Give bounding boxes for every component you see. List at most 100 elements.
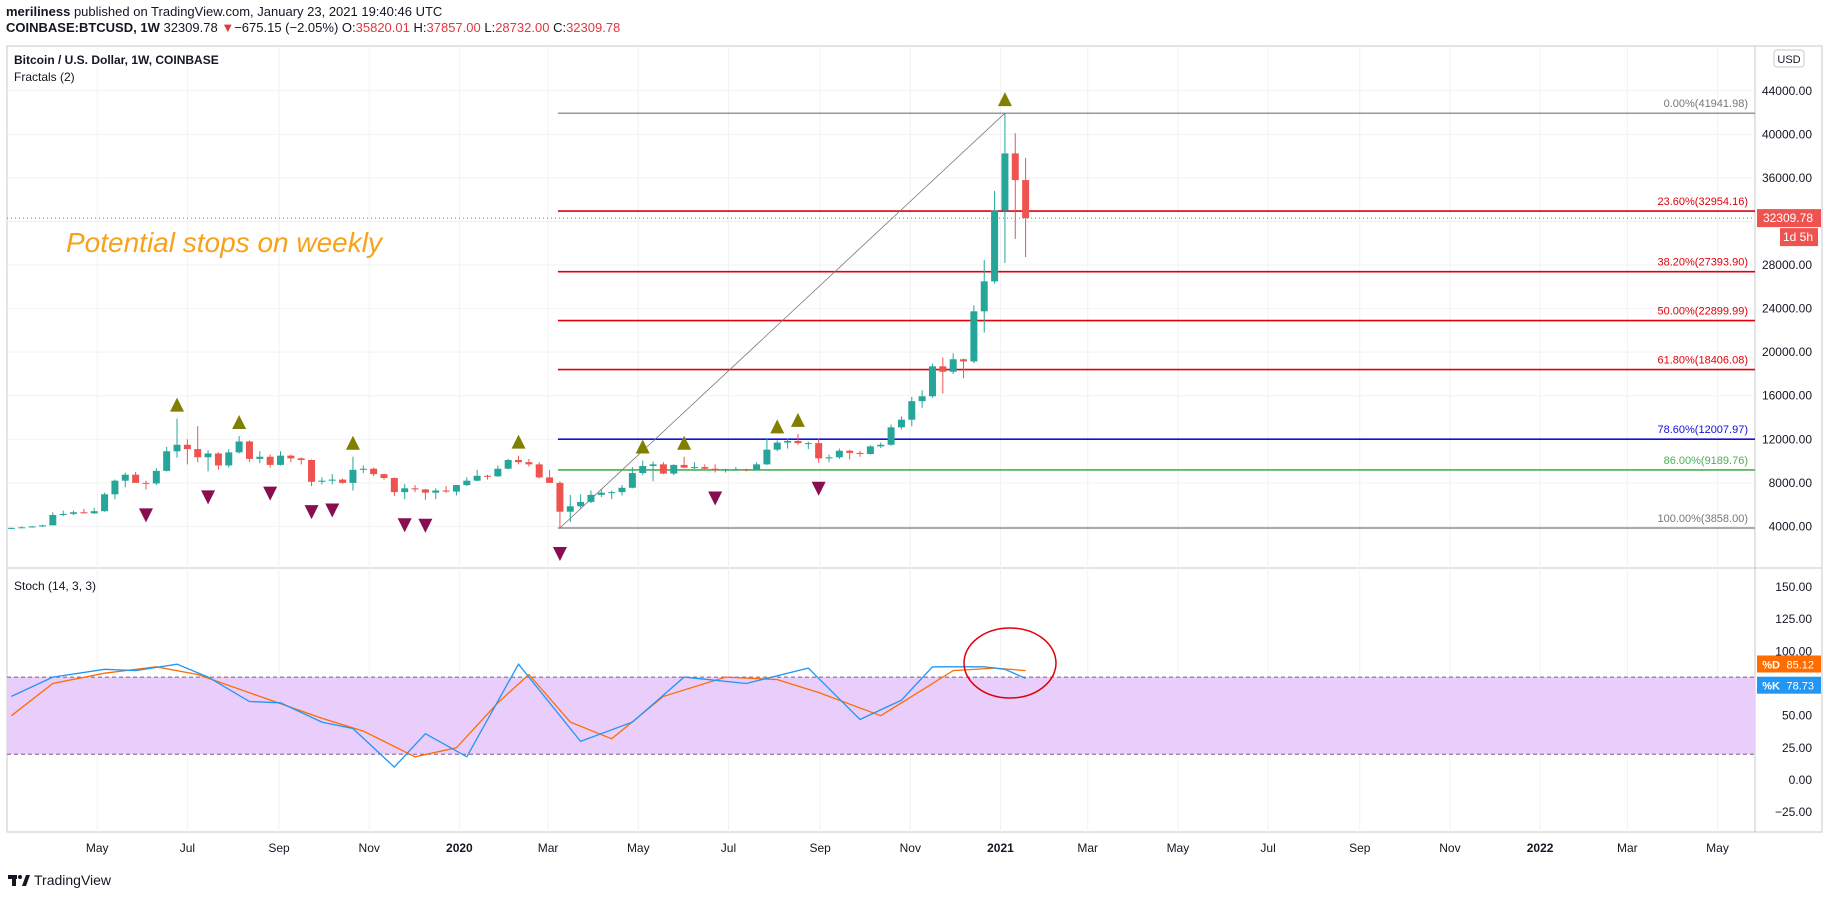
candle-down bbox=[380, 474, 388, 478]
close-label: C: bbox=[553, 20, 567, 35]
fractal-up-marker bbox=[345, 435, 360, 450]
candle-up bbox=[504, 459, 512, 469]
candle-up bbox=[918, 396, 926, 402]
currency-badge bbox=[1773, 49, 1805, 68]
fractal-down-marker bbox=[397, 518, 412, 533]
fractal-down-marker bbox=[708, 491, 723, 506]
candle-down bbox=[297, 458, 305, 460]
x-tick-label: Nov bbox=[359, 841, 380, 855]
open-value: 35820.01 bbox=[355, 20, 410, 35]
x-tick-label: Jul bbox=[1260, 841, 1275, 855]
last-price: 32309.78 bbox=[163, 20, 218, 35]
author-name[interactable]: meriliness bbox=[6, 4, 71, 19]
indicator-label: Fractals (2) bbox=[14, 70, 75, 84]
fractal-down-marker bbox=[304, 505, 319, 520]
candle-down bbox=[390, 477, 398, 493]
candle-down bbox=[525, 462, 533, 465]
tradingview-logo-icon bbox=[8, 875, 30, 886]
candle-up bbox=[121, 474, 129, 481]
x-tick-label: Mar bbox=[1077, 841, 1098, 855]
price-tick-label: 24000.00 bbox=[1762, 302, 1812, 316]
candle-down bbox=[142, 482, 150, 484]
candle-down bbox=[183, 444, 191, 450]
close-value: 32309.78 bbox=[566, 20, 621, 35]
fractal-down-marker bbox=[201, 490, 216, 505]
candle-up bbox=[463, 480, 471, 486]
price-tick-label: 40000.00 bbox=[1762, 127, 1812, 141]
high-value: 37857.00 bbox=[426, 20, 481, 35]
candle-up bbox=[732, 469, 740, 471]
candle-down bbox=[370, 468, 378, 475]
candle-up bbox=[763, 449, 771, 465]
candle-up bbox=[38, 525, 46, 527]
candle-up bbox=[49, 514, 57, 526]
candle-up bbox=[887, 427, 895, 445]
candle-up bbox=[173, 444, 181, 452]
x-tick-label: Mar bbox=[538, 841, 559, 855]
candle-down bbox=[483, 475, 491, 477]
x-tick-label: May bbox=[1706, 841, 1729, 855]
fractal-down-marker bbox=[552, 546, 567, 561]
candle-down bbox=[960, 359, 968, 362]
stoch-tick-label: 100.00 bbox=[1775, 644, 1812, 658]
x-tick-label: 2021 bbox=[987, 841, 1014, 855]
candle-up bbox=[970, 311, 978, 362]
candle-down bbox=[421, 489, 429, 493]
candle-up bbox=[277, 455, 285, 465]
fractal-up-marker bbox=[790, 412, 805, 427]
candle-up bbox=[59, 513, 67, 515]
price-tick-label: 44000.00 bbox=[1762, 84, 1812, 98]
highlight-circle bbox=[963, 627, 1057, 699]
fractal-down-marker bbox=[811, 481, 826, 496]
change-down-icon: ▼ bbox=[221, 20, 235, 35]
stoch-tick-label: 25.00 bbox=[1782, 741, 1812, 755]
candle-up bbox=[318, 480, 326, 482]
fractal-up-marker bbox=[997, 92, 1012, 107]
candle-down bbox=[856, 452, 864, 455]
annotation-text: Potential stops on weekly bbox=[66, 227, 384, 258]
candle-up bbox=[1001, 153, 1009, 211]
high-label: H: bbox=[413, 20, 427, 35]
candle-up bbox=[7, 527, 15, 529]
candle-down bbox=[132, 474, 140, 483]
candle-up bbox=[928, 366, 936, 397]
stoch-d-line bbox=[11, 666, 1026, 758]
tradingview-footer[interactable]: TradingView bbox=[8, 872, 111, 888]
candle-up bbox=[908, 401, 916, 420]
candle-down bbox=[245, 441, 253, 459]
last-price-label: 32309.78 bbox=[1763, 211, 1813, 225]
price-tick-label: 28000.00 bbox=[1762, 258, 1812, 272]
candle-up bbox=[773, 442, 781, 450]
fractal-up-marker bbox=[677, 435, 692, 450]
fractal-up-marker bbox=[635, 439, 650, 454]
candle-down bbox=[701, 467, 709, 469]
price-tick-label: 16000.00 bbox=[1762, 389, 1812, 403]
candle-up bbox=[18, 527, 26, 529]
candle-up bbox=[866, 446, 874, 455]
candle-down bbox=[214, 453, 222, 466]
candle-up bbox=[991, 210, 999, 282]
candle-down bbox=[939, 366, 947, 372]
candle-down bbox=[1022, 180, 1030, 219]
candle-up bbox=[753, 464, 761, 470]
x-tick-label: Nov bbox=[1439, 841, 1460, 855]
candle-down bbox=[308, 459, 316, 482]
price-tick-label: 8000.00 bbox=[1769, 476, 1813, 490]
last-price-badge bbox=[1757, 209, 1821, 228]
currency-label: USD bbox=[1777, 54, 1800, 66]
x-tick-label: Mar bbox=[1617, 841, 1638, 855]
candle-up bbox=[670, 464, 678, 474]
candle-up bbox=[784, 440, 792, 443]
candle-up bbox=[401, 488, 409, 493]
fractal-up-marker bbox=[170, 397, 185, 412]
change-value: −675.15 (−2.05%) bbox=[234, 20, 339, 35]
candle-down bbox=[711, 468, 719, 471]
fractal-down-marker bbox=[325, 503, 340, 518]
candle-up bbox=[649, 464, 657, 466]
fib-level-label: 86.00%(9189.76) bbox=[1664, 455, 1748, 467]
open-label: O: bbox=[341, 20, 356, 35]
candle-up bbox=[618, 487, 626, 493]
candle-down bbox=[846, 450, 854, 453]
ohlc-summary: COINBASE:BTCUSD, 1W 32309.78 ▼−675.15 (−… bbox=[6, 20, 620, 35]
